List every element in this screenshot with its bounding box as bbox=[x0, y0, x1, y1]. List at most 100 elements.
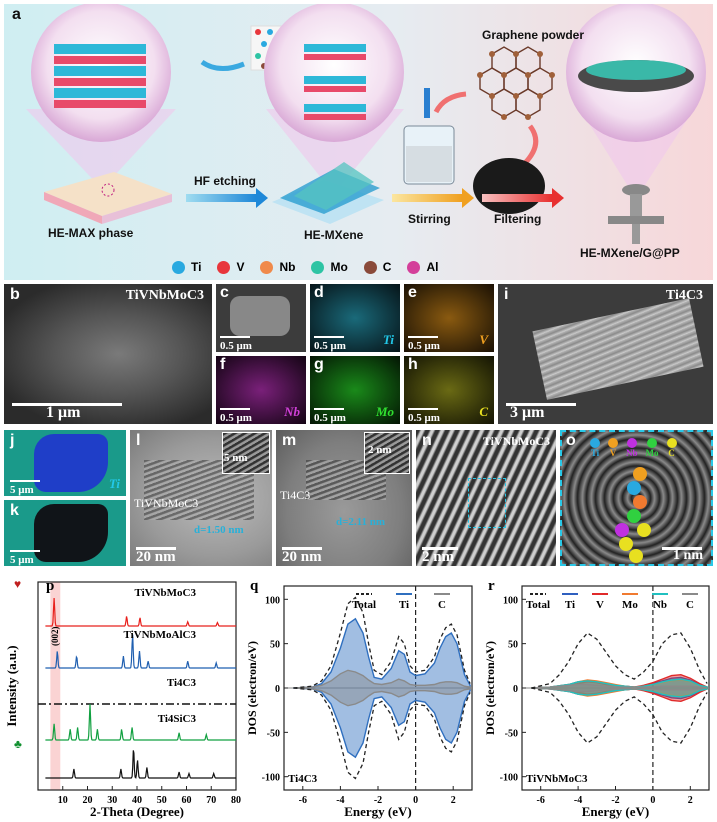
v-atom-icon bbox=[217, 260, 231, 274]
curve-arrow-left bbox=[200, 59, 245, 71]
x-tick-label: 40 bbox=[132, 795, 142, 806]
legend-label-nb: Nb bbox=[653, 599, 667, 611]
arrow-hf bbox=[186, 194, 256, 202]
x-axis-label: 2-Theta (Degree) bbox=[90, 804, 184, 819]
panel-c: c 0.5 μm bbox=[216, 284, 306, 352]
scale-label: 0.5 μm bbox=[220, 412, 252, 424]
dos-area-c bbox=[293, 669, 471, 707]
x-tick-label: -4 bbox=[336, 795, 344, 806]
panel-label: r bbox=[488, 578, 495, 594]
label-hf-etching: HF etching bbox=[194, 174, 256, 188]
x-tick-label: 0 bbox=[650, 795, 655, 806]
panel-c-label: c bbox=[220, 284, 229, 301]
series-line-tivnbmoalc3 bbox=[45, 634, 236, 669]
scale-bar bbox=[220, 408, 250, 410]
v-atom-icon bbox=[608, 438, 618, 448]
arrow-filtering bbox=[482, 194, 552, 202]
panel-q: -6 -4 -2 0 2 -100 -50 0 50 100 Energy (eV) DOS (ele… bbox=[244, 572, 480, 822]
mxene-layers-icon bbox=[304, 44, 366, 120]
element-label: V bbox=[479, 332, 488, 347]
x-tick-label: -2 bbox=[611, 795, 619, 806]
scale-bar bbox=[314, 336, 344, 338]
dos-total-down bbox=[531, 687, 708, 744]
scale-bar bbox=[408, 336, 438, 338]
system-label: Ti4C3 bbox=[288, 773, 318, 785]
panel-a: a bbox=[4, 4, 713, 280]
atom-key-ti: Ti bbox=[590, 438, 600, 458]
x-axis-label: Energy (eV) bbox=[582, 804, 650, 819]
scale-bar bbox=[408, 408, 438, 410]
mo-atom-icon bbox=[311, 260, 325, 274]
inset-m bbox=[364, 432, 410, 474]
scale-bar bbox=[220, 336, 250, 338]
legend-ti-label: Ti bbox=[191, 260, 202, 274]
label-product: HE-MXene/G@PP bbox=[580, 246, 680, 260]
atom-key-mo-label: Mo bbox=[645, 448, 659, 458]
mxene-base bbox=[272, 162, 384, 224]
element-label: C bbox=[479, 404, 488, 419]
nb-atom-icon bbox=[626, 438, 637, 448]
panel-g-label: g bbox=[314, 356, 324, 373]
atom-key-c-label: C bbox=[668, 448, 675, 458]
filter-funnel-icon bbox=[608, 184, 664, 244]
scale-label: 1 μm bbox=[46, 404, 81, 421]
panel-f: f 0.5 μm Nb bbox=[216, 356, 306, 424]
y-tick-label: 0 bbox=[275, 684, 280, 695]
ti-atom-icon bbox=[172, 260, 185, 274]
label-mxene: HE-MXene bbox=[304, 228, 364, 242]
scale-bar bbox=[662, 547, 702, 550]
zoom-box bbox=[468, 478, 506, 528]
legend-nb-label: Nb bbox=[279, 260, 296, 274]
graphene-atoms bbox=[477, 51, 555, 120]
plot-frame bbox=[37, 581, 237, 791]
legend-label-total: Total bbox=[352, 599, 376, 611]
dos-total-down bbox=[293, 687, 471, 780]
scale-bar bbox=[10, 550, 40, 552]
panel-label: q bbox=[250, 578, 259, 594]
ti-atom-icon bbox=[590, 438, 600, 448]
series-label-ti4sic3: Ti4SiC3 bbox=[158, 713, 197, 725]
material-label: Ti4C3 bbox=[280, 488, 310, 503]
series-label-tivnbmoalc3: TiVNbMoAlC3 bbox=[123, 629, 196, 641]
scale-bar bbox=[422, 547, 458, 550]
panel-f-label: f bbox=[220, 356, 226, 373]
x-tick-label: 30 bbox=[107, 795, 117, 806]
series-line-tivnbmoc3 bbox=[45, 597, 236, 627]
panel-k-label: k bbox=[10, 502, 19, 519]
legend-al-label: Al bbox=[426, 260, 439, 274]
legend-v-label: V bbox=[236, 260, 245, 274]
y-axis-label: Intensity (a.u.) bbox=[4, 645, 19, 726]
element-label: Ti bbox=[382, 332, 394, 347]
panel-o: o Ti V Nb Mo C 1 nm bbox=[560, 430, 713, 566]
scale-label: 0.5 μm bbox=[408, 412, 440, 424]
atom-key: Ti V Nb Mo C bbox=[590, 438, 677, 458]
arrow-to-beaker bbox=[433, 91, 467, 114]
legend-label-v: V bbox=[596, 599, 604, 611]
x-tick-label: -2 bbox=[374, 795, 382, 806]
label-stirring: Stirring bbox=[408, 212, 451, 226]
atom-key-c: C bbox=[666, 438, 677, 458]
panel-m-label: m bbox=[282, 432, 297, 449]
panel-b: b TiVNbMoC3 1 μm bbox=[4, 284, 212, 424]
flake-i bbox=[532, 298, 704, 400]
arrow-up-powder bbox=[522, 124, 539, 166]
y-tick-label: -100 bbox=[500, 773, 518, 784]
graphene-lattice bbox=[479, 46, 553, 118]
flake-c bbox=[230, 296, 290, 336]
panel-l-label: l bbox=[136, 432, 141, 449]
legend-label-c: C bbox=[686, 599, 694, 611]
panel-g: g 0.5 μm Mo bbox=[310, 356, 400, 424]
panel-i-label: i bbox=[504, 286, 509, 303]
legend-c-label: C bbox=[382, 260, 392, 274]
element-label: Nb bbox=[284, 404, 300, 419]
panel-b-label: b bbox=[10, 286, 20, 303]
panel-h-label: h bbox=[408, 356, 418, 373]
scale-bar bbox=[136, 547, 176, 550]
x-tick-label: 70 bbox=[206, 795, 216, 806]
panel-k: k 5 μm bbox=[4, 500, 126, 566]
dos-total-up bbox=[531, 632, 708, 689]
max-layers-icon bbox=[54, 44, 146, 108]
panel-r: -6 -4 -2 0 2 -100 -50 0 50 100 Energy (eV) DOS (ele… bbox=[482, 572, 717, 822]
atom-legend: Ti V Nb Mo C Al bbox=[172, 258, 438, 276]
panel-p: TiVNbMoC3 TiVNbMoAlC3 Ti4C3 Ti4SiC3 ♥ ♣ (002) p… bbox=[0, 572, 242, 822]
